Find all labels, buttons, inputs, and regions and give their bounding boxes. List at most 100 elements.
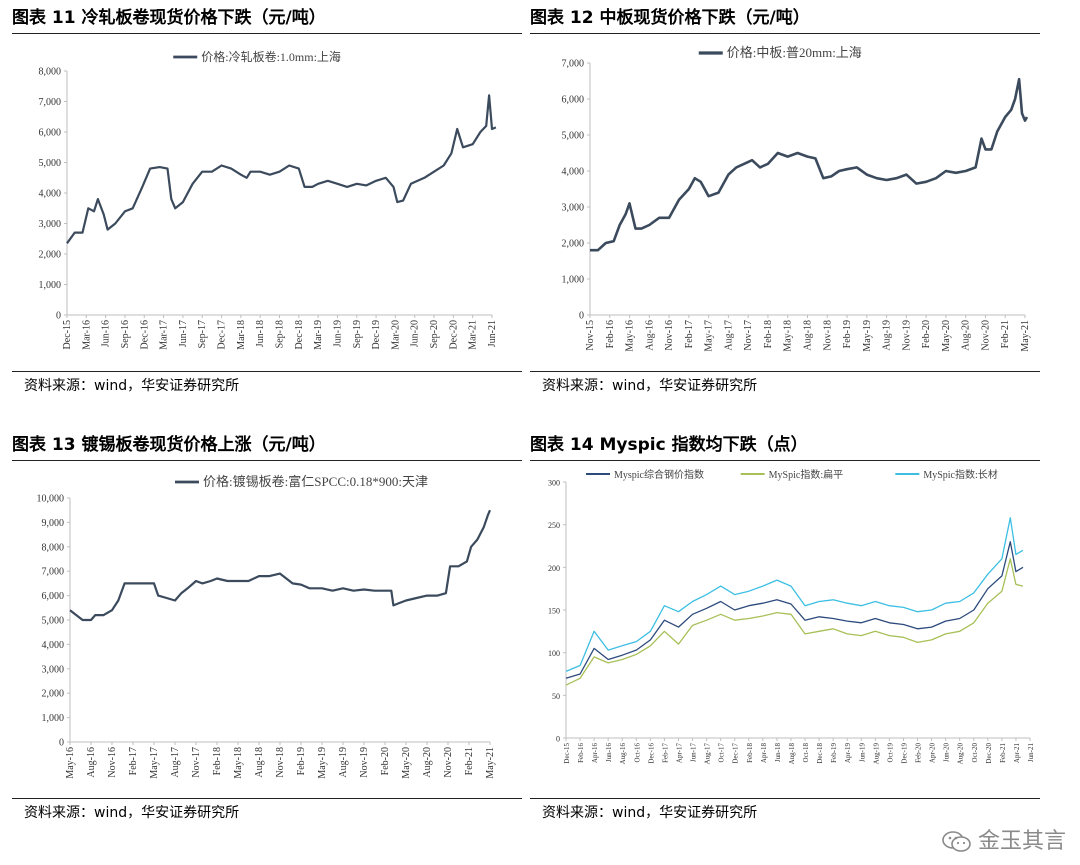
chart-panel-11: 图表 11 冷轧板卷现货价格下跌（元/吨） 0 1,000 2,000 3,000 4,… [12, 5, 522, 410]
x-tick-label: Aug-18 [803, 320, 814, 351]
x-tick-label: Sep-16 [120, 320, 131, 348]
y-tick-label: 200 [548, 564, 560, 573]
x-tick-label: Nov-16 [107, 747, 118, 778]
x-tick-label: Nov-15 [585, 320, 596, 351]
legend-label: 价格:中板:普20mm:上海 [727, 45, 862, 60]
x-tick-label: Dec-18 [294, 320, 305, 349]
y-tick-label: 1,000 [39, 280, 62, 291]
x-tick-label: Apr-16 [591, 743, 599, 764]
x-tick-label: Aug-17 [704, 743, 712, 765]
x-tick-label: Jun-21 [1027, 743, 1035, 763]
y-tick-label: 7,000 [42, 567, 65, 578]
panel-title: 图表 13 镀锡板卷现货价格上涨（元/吨） [12, 435, 326, 455]
x-tick-label: May-16 [625, 320, 636, 352]
y-tick-label: 3,000 [42, 664, 65, 675]
series-line-0 [69, 509, 492, 622]
x-tick-label: Aug-18 [254, 747, 265, 778]
chart-cold-rolled: 0 1,000 2,000 3,000 4,000 5,000 6,000 7,000 8,00… [39, 49, 499, 350]
y-tick-label: 4,000 [562, 167, 585, 178]
x-tick-label: Oct-20 [971, 743, 979, 763]
x-tick-label: Mar-17 [159, 320, 170, 350]
x-tick-label: Aug-17 [170, 747, 181, 778]
y-tick-label: 1,000 [562, 275, 585, 286]
x-tick-label: Aug-16 [619, 743, 627, 765]
x-tick-label: Mar-16 [81, 320, 92, 350]
x-tick-label: Jun-19 [858, 743, 866, 763]
x-tick-label: Jun-16 [101, 320, 112, 347]
series-line-1 [565, 558, 1024, 686]
series-line-0 [66, 94, 497, 244]
y-tick-label: 2,000 [562, 239, 585, 250]
x-tick-label: Feb-16 [605, 320, 616, 348]
x-tick-label: Dec-18 [816, 743, 824, 764]
x-tick-label: Nov-16 [664, 320, 675, 351]
y-tick-label: 2,000 [39, 250, 62, 261]
x-tick-label: May-17 [149, 747, 160, 779]
x-tick-label: Jun-18 [255, 320, 266, 347]
source-rule [530, 798, 1040, 799]
chart-panel-13: 图表 13 镀锡板卷现货价格上涨（元/吨） 0 1,000 2,000 3,000 4,… [12, 432, 522, 837]
chart-panel-14: 图表 14 Myspic 指数均下跌（点） 0 50 100 150 200 250 300… [530, 432, 1040, 837]
x-tick-label: Jun-20 [410, 320, 421, 347]
x-tick-label: Feb-19 [296, 747, 307, 775]
x-tick-label: Mar-18 [236, 320, 247, 350]
y-tick-label: 300 [548, 479, 560, 488]
source-rule [12, 798, 522, 799]
y-tick-label: 50 [552, 692, 560, 701]
x-tick-label: Dec-20 [985, 743, 993, 764]
source-note: 资料来源：wind，华安证券研究所 [24, 805, 240, 821]
source-note: 资料来源：wind，华安证券研究所 [542, 378, 758, 394]
legend-label: MySpic指数:扁平 [769, 468, 843, 481]
x-tick-label: Sep-20 [429, 320, 440, 348]
x-tick-label: Nov-18 [822, 320, 833, 351]
x-tick-label: May-21 [1020, 320, 1031, 352]
x-tick-label: Feb-17 [684, 320, 695, 348]
x-tick-label: Mar-20 [390, 320, 401, 350]
y-tick-label: 6,000 [39, 128, 62, 139]
x-tick-label: Feb-17 [128, 747, 139, 775]
x-tick-label: Feb-16 [577, 743, 585, 763]
y-tick-label: 0 [59, 738, 64, 749]
series-line-2 [565, 517, 1024, 672]
x-tick-label: May-20 [401, 747, 412, 779]
y-tick-label: 5,000 [39, 158, 62, 169]
y-tick-label: 7,000 [562, 59, 585, 70]
y-tick-label: 150 [548, 607, 560, 616]
y-tick-label: 2,000 [42, 689, 65, 700]
x-tick-label: Dec-19 [371, 320, 382, 349]
x-tick-label: Feb-21 [1000, 320, 1011, 348]
x-tick-label: Dec-19 [900, 743, 908, 764]
x-tick-label: Feb-19 [830, 743, 838, 763]
x-tick-label: Feb-18 [212, 747, 223, 775]
x-tick-label: Jun-21 [487, 320, 498, 347]
watermark-text: 金玉其言 [977, 829, 1066, 854]
x-tick-label: Apr-18 [760, 743, 768, 764]
x-tick-label: Feb-19 [842, 320, 853, 348]
y-tick-label: 9,000 [42, 518, 65, 529]
x-tick-label: Feb-21 [464, 747, 475, 775]
x-tick-label: Sep-19 [352, 320, 363, 348]
x-tick-label: Dec-15 [563, 743, 571, 764]
y-tick-label: 0 [556, 735, 560, 744]
x-tick-label: Jun-17 [178, 320, 189, 347]
x-tick-label: Aug-20 [961, 320, 972, 351]
x-tick-label: Feb-21 [999, 743, 1007, 763]
title-rule [530, 33, 1040, 34]
panel-title: 图表 14 Myspic 指数均下跌（点） [530, 435, 808, 455]
x-tick-label: Oct-18 [802, 743, 810, 763]
x-tick-label: Dec-17 [217, 320, 228, 349]
x-tick-label: Nov-18 [275, 747, 286, 778]
chart-tinplate: 0 1,000 2,000 3,000 4,000 5,000 6,000 7,000 8,00… [37, 474, 497, 779]
y-tick-label: 7,000 [39, 97, 62, 108]
x-tick-label: Oct-17 [718, 743, 726, 763]
x-tick-label: Nov-17 [743, 320, 754, 351]
source-rule [12, 371, 522, 372]
y-tick-label: 6,000 [562, 95, 585, 106]
x-tick-label: Aug-19 [872, 743, 880, 765]
x-tick-label: Aug-17 [723, 320, 734, 351]
x-tick-label: May-20 [941, 320, 952, 352]
x-tick-label: Dec-17 [732, 743, 740, 764]
legend-label: 价格:镀锡板卷:富仁SPCC:0.18*900:天津 [203, 474, 428, 489]
title-rule [12, 460, 522, 461]
x-tick-label: Feb-18 [763, 320, 774, 348]
